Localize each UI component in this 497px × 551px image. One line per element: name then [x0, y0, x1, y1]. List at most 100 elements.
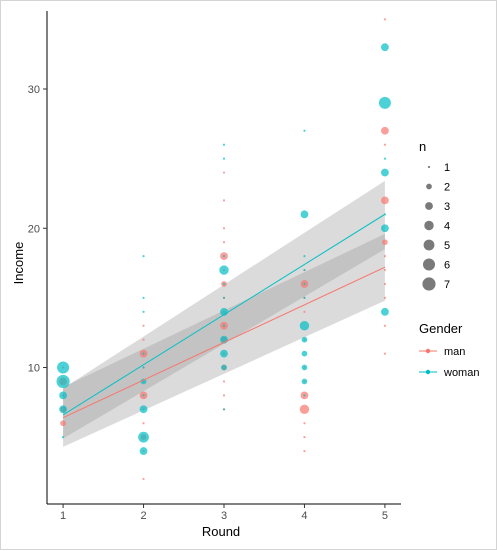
x-tick-label: 1: [60, 510, 66, 522]
data-point-woman: [222, 296, 226, 299]
size-key-label: 7: [444, 279, 450, 291]
size-legend-title: n: [419, 139, 426, 154]
data-point-woman: [222, 143, 226, 146]
data-point-woman: [221, 364, 227, 371]
size-key-3: [425, 202, 433, 210]
data-point-man: [222, 241, 226, 244]
data-point-man: [303, 422, 306, 425]
data-point-man: [303, 449, 306, 453]
data-point-woman: [300, 210, 309, 219]
data-point-man: [142, 338, 145, 341]
data-point-man: [299, 404, 310, 415]
data-point-woman: [222, 282, 226, 286]
data-point-woman: [303, 296, 306, 299]
x-tick-label: 4: [301, 510, 307, 522]
data-point-man: [381, 196, 389, 205]
data-point-woman: [220, 349, 228, 358]
size-key-label: 6: [444, 260, 450, 272]
data-point-man: [383, 143, 387, 146]
data-point-man: [383, 255, 387, 258]
data-point-woman: [139, 405, 148, 414]
data-point-man: [142, 422, 145, 425]
data-point-woman: [142, 394, 145, 397]
data-point-woman: [61, 436, 65, 439]
color-legend-keys: man woman: [419, 346, 479, 379]
size-key-4: [424, 220, 434, 231]
data-point-man: [142, 324, 145, 327]
color-legend-title: Gender: [419, 321, 463, 336]
data-point-man: [383, 296, 387, 299]
data-point-man: [383, 282, 387, 286]
data-point-woman: [222, 255, 226, 258]
data-point-woman: [303, 255, 306, 258]
data-point-man: [222, 171, 226, 174]
color-key-point-woman: [425, 369, 431, 375]
data-point-woman: [142, 296, 145, 299]
data-point-woman: [142, 310, 145, 313]
size-key-label: 3: [444, 201, 450, 213]
y-tick-label: 30: [28, 84, 40, 96]
data-point-woman: [383, 157, 387, 160]
size-key-6: [422, 258, 436, 271]
data-point-woman: [142, 366, 145, 369]
data-point-woman: [301, 364, 308, 371]
data-point-woman: [59, 391, 67, 400]
data-point-woman: [140, 378, 147, 385]
data-point-woman: [381, 224, 389, 233]
data-point-man: [60, 420, 66, 427]
data-point-man: [222, 380, 226, 383]
data-point-man: [303, 310, 306, 313]
data-point-woman: [381, 307, 389, 316]
y-tick-label: 10: [28, 363, 40, 375]
fit-line-woman: [62, 213, 386, 416]
legend: n 1 2 3 4 5 6 7 Gender man woman: [419, 139, 479, 379]
fit-line-man: [62, 266, 386, 419]
data-point-man: [383, 18, 387, 21]
x-tick-label: 2: [140, 510, 146, 522]
data-point-woman: [142, 255, 145, 258]
data-point-woman: [301, 336, 308, 343]
size-legend-keys: 1 2 3 4 5 6 7: [422, 162, 450, 291]
color-key-label: man: [444, 346, 465, 358]
color-key-point-man: [425, 348, 431, 354]
data-point-man: [222, 227, 226, 230]
data-point-man: [382, 239, 388, 246]
data-point-woman: [222, 157, 226, 160]
data-point-man: [222, 394, 226, 397]
size-key-label: 5: [444, 240, 450, 252]
data-point-man: [383, 352, 387, 355]
x-axis-title: Round: [202, 524, 240, 539]
data-point-woman: [56, 374, 70, 389]
data-point-woman: [222, 324, 226, 327]
data-point-woman: [142, 352, 145, 355]
size-key-7: [422, 277, 436, 291]
size-key-label: 2: [444, 182, 450, 194]
data-point-woman: [303, 268, 306, 272]
data-point-woman: [303, 129, 306, 132]
size-key-label: 1: [444, 162, 450, 174]
data-point-woman: [299, 321, 310, 331]
data-point-woman: [57, 361, 70, 374]
data-point-man: [381, 126, 389, 135]
regression-lines: [62, 213, 386, 419]
data-point-woman: [59, 405, 67, 414]
data-point-woman: [301, 378, 308, 385]
size-key-5: [423, 239, 435, 251]
size-key-1: [427, 165, 431, 169]
axes: 1 2 3 4 5 10 20 30: [28, 11, 401, 522]
data-point-man: [303, 436, 306, 439]
y-axis-title: Income: [11, 242, 26, 285]
data-point-man: [383, 268, 387, 272]
x-tick-label: 3: [221, 510, 227, 522]
data-point-man: [142, 477, 145, 481]
y-tick-label: 20: [28, 223, 40, 235]
data-point-man: [383, 324, 387, 327]
data-point-woman: [303, 394, 306, 397]
data-point-woman: [222, 408, 226, 411]
data-point-woman: [301, 350, 308, 357]
data-point-woman: [378, 96, 391, 109]
data-point-woman: [303, 282, 306, 286]
data-point-woman: [219, 265, 229, 275]
